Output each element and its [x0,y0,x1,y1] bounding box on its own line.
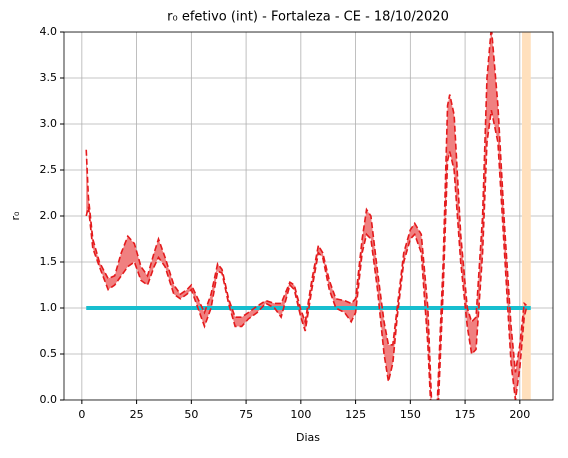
x-tick-label: 200 [509,408,530,421]
y-tick-label: 2.5 [40,163,58,176]
series-line [85,32,527,400]
y-tick-label: 3.0 [40,117,58,130]
x-tick-label: 100 [290,408,311,421]
x-tick-label: 125 [345,408,366,421]
plot-frame [63,31,554,401]
y-tick-label: 1.5 [40,255,58,268]
chart-title: r₀ efetivo (int) - Fortaleza - CE - 18/1… [167,10,449,25]
y-tick-label: 2.0 [40,209,58,222]
x-axis-label: Dias [296,431,320,444]
series-line [85,110,528,400]
x-tick-label: 0 [78,408,85,421]
y-tick-label: 1.0 [40,301,58,314]
x-tick-label: 50 [184,408,198,421]
y-tick-label: 0.5 [40,347,58,360]
y-axis-label: r₀ [9,211,22,221]
y-tick-label: 0.0 [40,393,58,406]
y-tick-label: 3.5 [40,71,58,84]
x-tick-label: 25 [130,408,144,421]
y-tick-label: 4.0 [40,25,58,38]
x-tick-label: 175 [455,408,476,421]
plot-area [64,32,553,400]
x-tick-label: 150 [400,408,421,421]
axes: 0 25 50 75 100 125 150 175 200 0.0 0.5 1.0 1.5 2.0 2.5… [40,25,554,421]
highlight-span [522,32,531,400]
x-tick-label: 75 [239,408,253,421]
